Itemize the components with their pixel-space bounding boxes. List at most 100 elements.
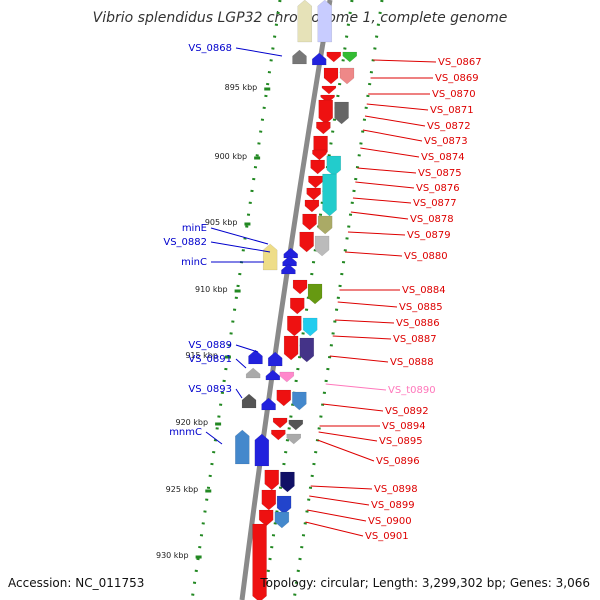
gene-feature [292,391,307,411]
kbp-tick-label: 900 kbp [215,152,248,161]
reverse-gene-label: VS_0869 [435,73,479,84]
gene-feature [312,149,327,161]
leader-line [355,181,415,189]
gene-feature [290,297,305,315]
leader-line [309,495,370,506]
gene-feature [261,397,276,411]
gene-feature [267,351,283,367]
leader-line [332,335,392,340]
reverse-gene-label: VS_0876 [416,183,460,194]
leader-line [364,115,426,127]
kbp-tick-label: 910 kbp [195,285,228,294]
gene-feature [334,101,349,125]
reverse-gene-label: VS_0899 [371,500,415,511]
gene-feature [252,523,267,600]
kbp-tick-label: 930 kbp [156,551,189,560]
reverse-gene-label: VS_0894 [382,421,426,432]
leader-line [210,227,269,245]
gene-feature [316,121,331,135]
reverse-gene-label: VS_0898 [374,484,418,495]
kbp-tick-label: 925 kbp [166,485,199,494]
leader-line [317,439,375,462]
reverse-gene-label: VS_0888 [390,357,434,368]
kbp-ticks: 895 kbp 900 kbp 905 kbp 910 kbp 915 kbp 920 k… [156,83,271,560]
gene-feature [314,235,330,257]
leader-line [362,129,423,142]
reverse-gene-label: VS_0887 [393,334,437,345]
gene-feature [302,317,318,337]
gene-feature [339,67,355,85]
reverse-gene-label: VS_0892 [385,406,429,417]
reverse-gene-labels: VS_0867 VS_0869 VS_0870 VS_0871 VS_0872 VS_08… [365,57,482,542]
reverse-gene-label: VS_0885 [399,302,443,313]
leader-line [307,509,367,522]
label-leader-lines [205,47,437,537]
gene-feature [306,187,321,201]
gene-feature [245,367,261,379]
reverse-gene-label: VS_0900 [368,516,412,527]
gene-feature [248,349,263,365]
gene-feature [297,0,313,43]
forward-gene-label: VS_0893 [188,384,232,395]
reverse-gene-label: VS_0886 [396,318,440,329]
leader-line [235,47,283,57]
leader-line [347,231,406,236]
gene-feature [292,49,307,65]
chromosome-backbone [239,0,333,600]
gene-feature [279,371,295,383]
kbp-tick-label: 905 kbp [205,218,238,227]
gene-feature [276,389,292,407]
forward-gene-label: VS_0882 [163,237,207,248]
reverse-gene-label: VS_0873 [424,136,468,147]
leader-line [310,485,373,490]
gene-feature [274,511,290,529]
leader-line [235,388,243,399]
leader-line [205,431,223,445]
gene-feature [310,159,325,175]
reverse-gene-label: VS_0867 [438,57,482,68]
leader-line [235,358,247,369]
kbp-tick-label: 915 kbp [185,351,218,360]
forward-gene-label: minE [182,223,207,234]
leader-line [335,319,395,324]
gene-feature [261,489,277,511]
gene-feature [287,315,302,337]
gene-feature [288,419,304,431]
gene-feature [318,99,333,125]
gene-feature [302,213,317,231]
kbp-tick-label: 895 kbp [225,83,258,92]
gene-feature [317,0,333,43]
gene-feature [282,255,297,267]
gene-feature [254,433,270,467]
leader-line [329,355,389,363]
reverse-gene-label: VS_0872 [427,121,471,132]
topology-text: Topology: circular; Length: 3,299,302 bp… [260,576,590,590]
reverse-gene-label: VS_0879 [407,230,451,241]
leader-line [345,251,403,257]
leader-line [360,147,420,158]
leader-line [337,301,398,308]
gene-feature [276,495,292,515]
gene-feature [235,429,250,465]
gene-feature [262,243,278,271]
reverse-gene-label: VS_0884 [402,285,446,296]
gene-feature [311,52,327,66]
gene-feature [286,433,302,445]
gene-feature [265,369,281,381]
gene-feature [283,335,299,361]
leader-line [210,241,271,253]
rna-gene-label: VS_t0890 [388,385,436,396]
leader-line [322,403,384,412]
gene-feature [258,509,274,527]
reverse-gene-label: VS_0875 [418,168,462,179]
reverse-gene-label: VS_0901 [365,531,409,542]
gene-feature [317,215,333,235]
gene-feature [292,279,308,295]
forward-gene-labels: VS_0868 minE VS_0882 minC VS_0889 VS_0891 VS_0… [163,43,232,438]
forward-gene-label: VS_0868 [188,43,232,54]
reverse-gene-label: VS_0895 [379,436,423,447]
gene-feature [323,67,339,85]
forward-gene-label: minC [181,257,207,268]
